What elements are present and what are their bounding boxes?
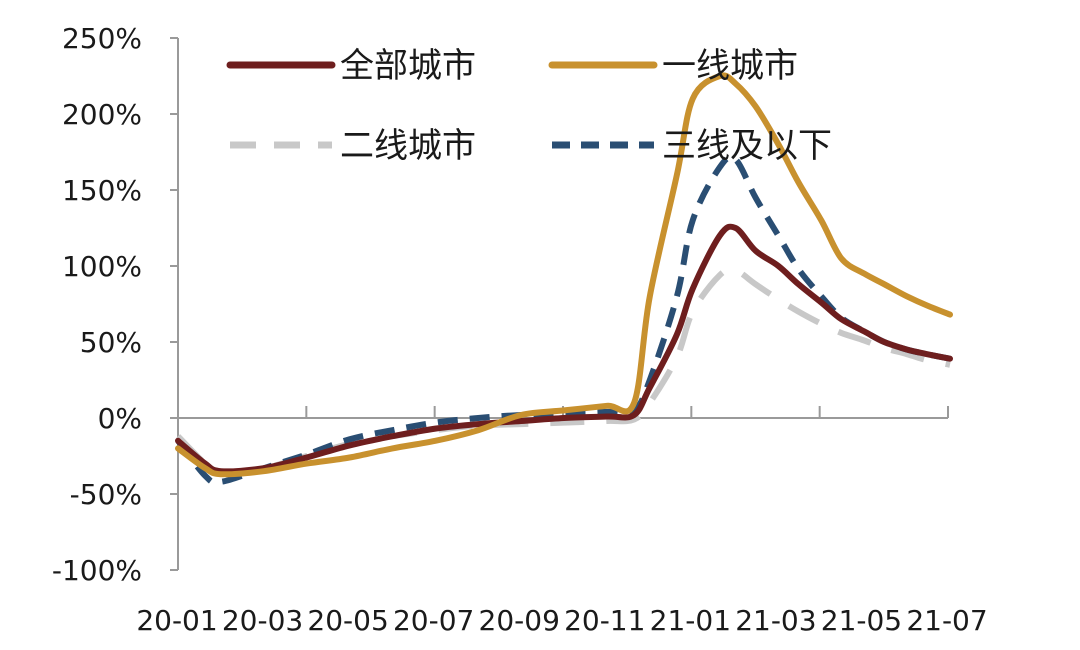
series-line-0 [175, 223, 953, 475]
series-line-1 [175, 72, 953, 478]
legend-label-1: 一线城市 [662, 46, 798, 86]
x-tick-label: 21-03 [735, 604, 816, 637]
y-tick-label: 150% [62, 174, 142, 207]
x-tick-label: 21-01 [650, 604, 731, 637]
y-tick-label: -50% [70, 478, 142, 511]
series-line-3 [175, 154, 951, 486]
x-tick-label: 21-07 [906, 604, 987, 637]
x-tick-label: 20-11 [564, 604, 645, 637]
x-tick-label: 20-01 [136, 604, 217, 637]
x-tick-label: 20-03 [222, 604, 303, 637]
legend-label-0: 全部城市 [340, 46, 476, 86]
legend-label-2: 二线城市 [340, 126, 476, 166]
series-line-2 [175, 266, 951, 476]
axes-group: 250% 200% 150% 100% 50% 0% -50% -100% 20-01 20-03… [52, 22, 988, 637]
y-tick-label: 50% [80, 326, 142, 359]
y-tick-label: 100% [62, 250, 142, 283]
series-lines-group [175, 72, 953, 486]
x-tick-label: 21-05 [821, 604, 902, 637]
y-tick-label: 250% [62, 22, 142, 55]
x-tick-label: 20-05 [307, 604, 388, 637]
y-tick-label: 0% [98, 402, 142, 435]
legend-label-3: 三线及以下 [662, 126, 832, 166]
x-tick-label: 20-07 [393, 604, 474, 637]
y-tick-label: 200% [62, 98, 142, 131]
y-tick-label: -100% [52, 554, 142, 587]
x-tick-label: 20-09 [479, 604, 560, 637]
